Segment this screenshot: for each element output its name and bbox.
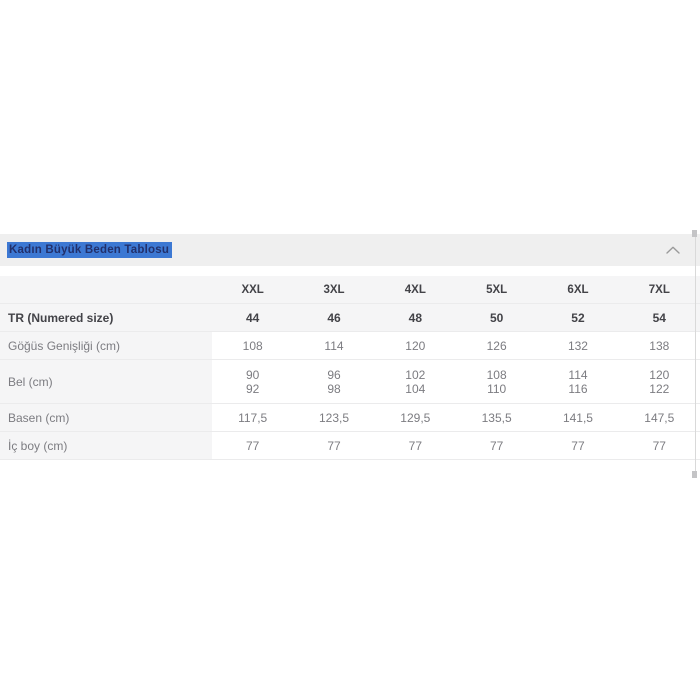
value-cell: 114 116 — [537, 360, 619, 403]
value-cell: 147,5 — [618, 404, 700, 431]
value-line: 129,5 — [400, 410, 431, 425]
value-line: 52 — [571, 310, 585, 325]
value-cell: 129,5 — [374, 404, 456, 431]
value-line: 90 — [245, 367, 260, 382]
value-cell: 138 — [618, 332, 700, 359]
row-label-cell: TR (Numered size) — [0, 304, 212, 331]
value-cell: 77 — [537, 432, 619, 459]
chevron-up-icon[interactable] — [664, 243, 682, 257]
value-cell: 114 — [293, 332, 375, 359]
size-table: XXL 3XL 4XL 5XL 6XL 7XL TR (Numered size) 44 46 4… — [0, 276, 700, 460]
value-line: 122 — [649, 381, 670, 396]
value-cell: 50 — [455, 304, 538, 331]
value-line: 46 — [327, 310, 341, 325]
row-label-cell: İç boy (cm) — [0, 432, 212, 459]
value-line: 54 — [652, 310, 666, 325]
value-line: 108 — [242, 338, 263, 353]
table-row: Göğüs Genişliği (cm) 108 114 120 126 132 138 — [0, 332, 700, 360]
value-cell: 54 — [618, 304, 700, 331]
size-column-header: XXL — [212, 276, 294, 303]
value-cell: 135,5 — [455, 404, 538, 431]
value-cell: 44 — [212, 304, 294, 331]
value-line: 123,5 — [318, 410, 349, 425]
value-cell: 132 — [537, 332, 619, 359]
value-cell: 120 122 — [618, 360, 700, 403]
value-line: 120 — [649, 367, 670, 382]
value-cell: 117,5 — [212, 404, 294, 431]
table-row: Basen (cm) 117,5 123,5 129,5 135,5 141,5 147,5 — [0, 404, 700, 432]
value-line: 147,5 — [644, 410, 675, 425]
value-line: 98 — [327, 381, 341, 396]
value-cell: 52 — [537, 304, 619, 331]
value-line: 114 — [568, 367, 588, 382]
value-line: 77 — [489, 438, 504, 453]
size-column-header: 4XL — [374, 276, 456, 303]
value-cell: 46 — [293, 304, 375, 331]
value-cell: 96 98 — [293, 360, 375, 403]
value-line: 44 — [245, 310, 260, 325]
value-line: 77 — [408, 438, 422, 453]
value-line: 135,5 — [481, 410, 512, 425]
size-table-title: Kadın Büyük Beden Tablosu — [7, 242, 173, 258]
value-line: 126 — [486, 338, 507, 353]
value-cell: 77 — [293, 432, 375, 459]
value-line: 116 — [568, 381, 588, 396]
value-line: 50 — [489, 310, 504, 325]
size-table-accordion-header[interactable]: Kadın Büyük Beden Tablosu — [0, 234, 700, 266]
value-line: 117,5 — [238, 410, 268, 425]
value-line: 96 — [327, 367, 341, 382]
size-column-header: 5XL — [455, 276, 538, 303]
value-cell: 102 104 — [374, 360, 456, 403]
table-row: Bel (cm) 90 92 96 98 102 104 108 110 114 116 120 122 — [0, 360, 700, 404]
value-cell: 141,5 — [537, 404, 619, 431]
table-corner-cell — [0, 276, 212, 303]
value-line: 77 — [245, 438, 260, 453]
scrollbar-top-cap[interactable] — [692, 230, 697, 237]
value-line: 114 — [324, 338, 344, 353]
scrollbar[interactable] — [695, 230, 696, 478]
value-line: 102 — [405, 367, 426, 382]
value-line: 110 — [487, 381, 507, 396]
value-cell: 77 — [374, 432, 456, 459]
size-column-header: 7XL — [618, 276, 700, 303]
value-cell: 120 — [374, 332, 456, 359]
row-label-cell: Bel (cm) — [0, 360, 212, 403]
value-cell: 108 110 — [455, 360, 538, 403]
value-line: 48 — [408, 310, 422, 325]
value-line: 138 — [649, 338, 670, 353]
value-cell: 126 — [455, 332, 538, 359]
value-line: 77 — [571, 438, 585, 453]
value-cell: 77 — [212, 432, 294, 459]
row-label-cell: Göğüs Genişliği (cm) — [0, 332, 212, 359]
value-cell: 123,5 — [293, 404, 375, 431]
value-cell: 77 — [618, 432, 700, 459]
value-line: 132 — [567, 338, 588, 353]
value-line: 120 — [405, 338, 426, 353]
value-line: 141,5 — [562, 410, 593, 425]
row-label-cell: Basen (cm) — [0, 404, 212, 431]
value-line: 77 — [327, 438, 341, 453]
value-cell: 77 — [455, 432, 538, 459]
table-row: İç boy (cm) 77 77 77 77 77 77 — [0, 432, 700, 460]
value-line: 77 — [652, 438, 666, 453]
value-line: 92 — [245, 381, 260, 396]
scrollbar-bottom-cap[interactable] — [692, 471, 697, 478]
value-cell: 48 — [374, 304, 456, 331]
value-cell: 108 — [212, 332, 294, 359]
size-column-header: 3XL — [293, 276, 375, 303]
size-column-header: 6XL — [537, 276, 619, 303]
table-header-row: XXL 3XL 4XL 5XL 6XL 7XL — [0, 276, 700, 304]
value-line: 108 — [486, 367, 507, 382]
table-row: TR (Numered size) 44 46 48 50 52 54 — [0, 304, 700, 332]
value-cell: 90 92 — [212, 360, 294, 403]
value-line: 104 — [405, 381, 426, 396]
